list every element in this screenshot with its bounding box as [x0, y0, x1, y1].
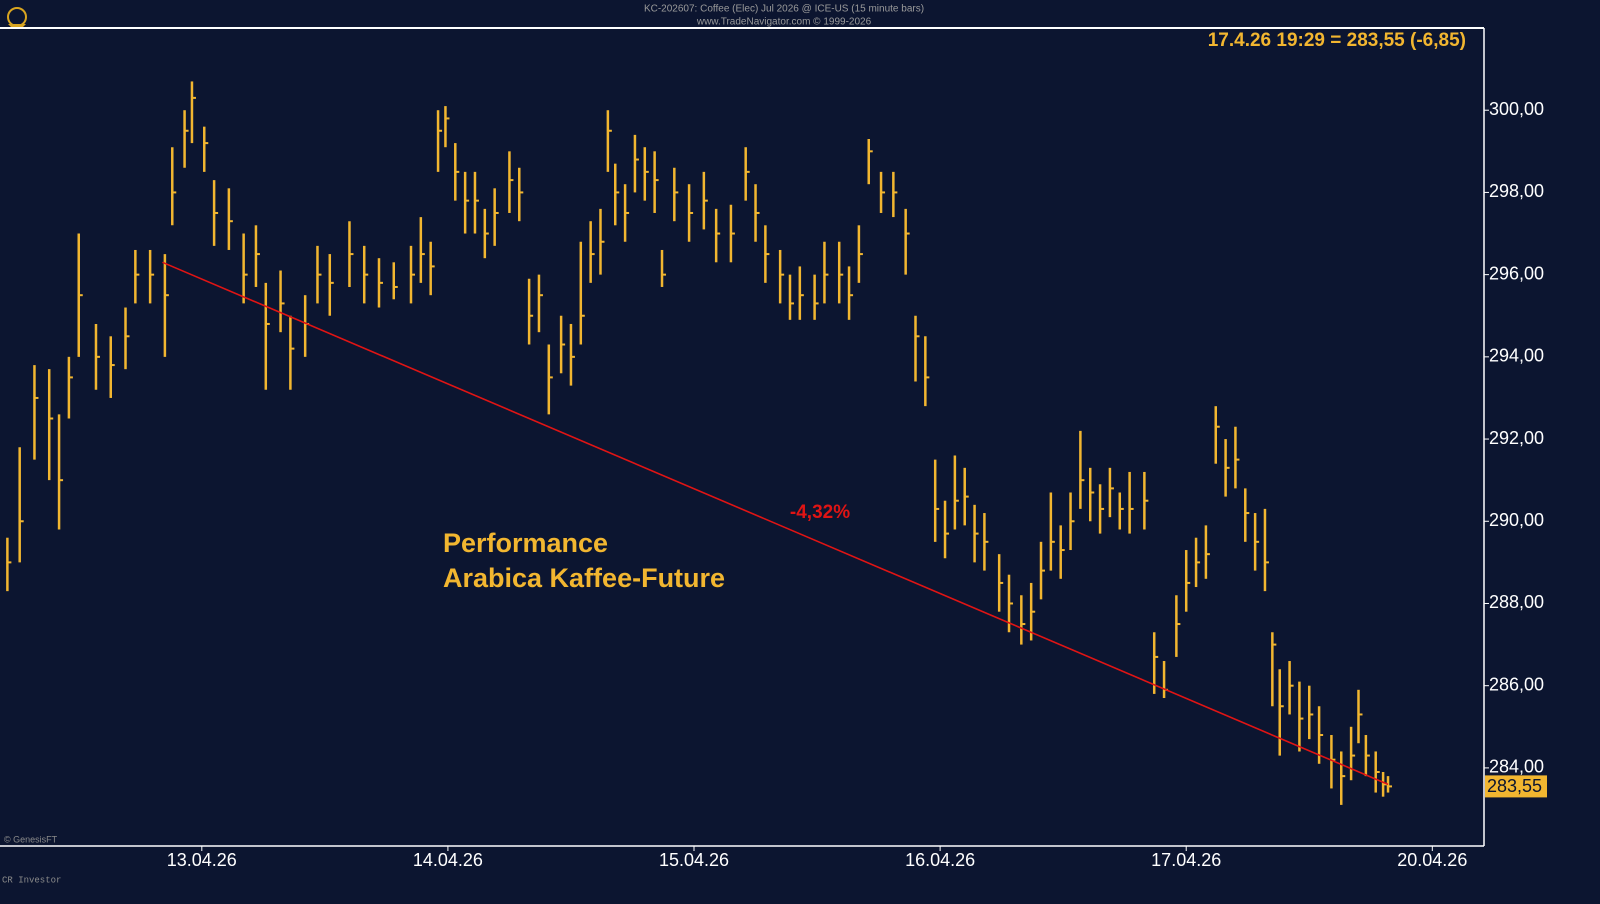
y-tick-label: 300,00: [1489, 99, 1544, 119]
quote: 17.4.26 19:29 = 283,55 (-6,85): [1208, 30, 1466, 51]
subtitle: Arabica Kaffee-Future: [443, 563, 725, 593]
x-tick-label: 17.04.26: [1151, 850, 1221, 870]
y-tick-label: 286,00: [1489, 674, 1544, 694]
x-tick-label: 15.04.26: [659, 850, 729, 870]
last-price-box: [1485, 775, 1547, 798]
credit: CR Investor: [2, 875, 61, 885]
y-tick-label: 288,00: [1489, 592, 1544, 612]
source: www.TradeNavigator.com © 1999-2026: [696, 17, 872, 28]
title: Performance: [443, 528, 608, 558]
x-tick-label: 13.04.26: [167, 850, 237, 870]
x-tick-label: 20.04.26: [1397, 850, 1467, 870]
last-price-label: 283,55: [1487, 776, 1542, 796]
header: KC-202607: Coffee (Elec) Jul 2026 @ ICE-…: [644, 4, 924, 15]
trend-label: -4,32%: [790, 502, 850, 523]
y-tick-label: 292,00: [1489, 428, 1544, 448]
x-tick-label: 16.04.26: [905, 850, 975, 870]
trend-line: [162, 261, 1389, 786]
y-tick-label: 290,00: [1489, 510, 1544, 530]
credit: © GenesisFT: [4, 834, 58, 844]
y-tick-label: 294,00: [1489, 346, 1544, 366]
y-tick-label: 296,00: [1489, 263, 1544, 283]
y-tick-label: 298,00: [1489, 181, 1544, 201]
x-tick-label: 14.04.26: [413, 850, 483, 870]
y-tick-label: 284,00: [1489, 757, 1544, 777]
